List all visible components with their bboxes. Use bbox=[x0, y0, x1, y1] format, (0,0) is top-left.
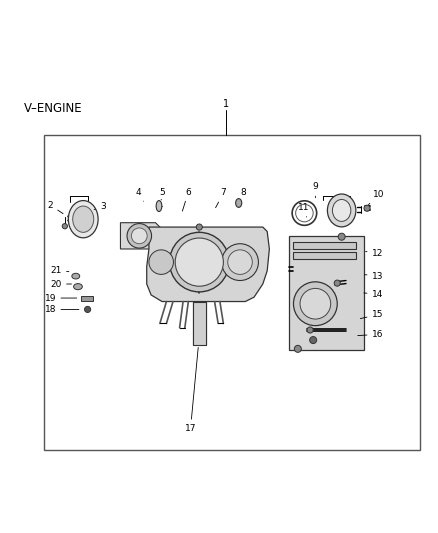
Text: 1: 1 bbox=[223, 99, 229, 109]
Text: 7: 7 bbox=[215, 189, 226, 208]
Text: 5: 5 bbox=[159, 188, 165, 200]
Circle shape bbox=[222, 244, 258, 280]
Text: 19: 19 bbox=[45, 294, 77, 303]
Text: 20: 20 bbox=[50, 279, 71, 288]
Text: 10: 10 bbox=[368, 190, 385, 205]
Text: 8: 8 bbox=[238, 189, 246, 203]
Ellipse shape bbox=[72, 273, 80, 279]
Bar bbox=[293, 253, 356, 260]
Ellipse shape bbox=[327, 194, 356, 227]
Circle shape bbox=[196, 224, 202, 230]
Text: 15: 15 bbox=[360, 310, 383, 319]
Ellipse shape bbox=[73, 206, 94, 232]
Text: 6: 6 bbox=[182, 188, 191, 211]
Ellipse shape bbox=[332, 199, 351, 221]
Circle shape bbox=[62, 223, 67, 229]
Circle shape bbox=[300, 288, 331, 319]
Text: 16: 16 bbox=[358, 330, 383, 339]
Circle shape bbox=[307, 327, 313, 333]
Circle shape bbox=[228, 250, 252, 274]
Circle shape bbox=[175, 238, 223, 286]
Text: 11: 11 bbox=[298, 203, 309, 217]
Circle shape bbox=[127, 223, 152, 248]
Text: 3: 3 bbox=[94, 203, 106, 212]
Text: 13: 13 bbox=[365, 272, 383, 281]
Ellipse shape bbox=[236, 199, 242, 207]
Text: 21: 21 bbox=[50, 266, 69, 276]
Text: 17: 17 bbox=[185, 348, 198, 433]
Text: 2: 2 bbox=[48, 201, 63, 214]
Ellipse shape bbox=[156, 200, 162, 212]
Bar bbox=[193, 302, 206, 345]
Bar bbox=[293, 242, 356, 249]
Polygon shape bbox=[147, 227, 269, 302]
Text: 12: 12 bbox=[366, 249, 383, 258]
Text: 18: 18 bbox=[45, 305, 79, 314]
Polygon shape bbox=[289, 236, 364, 350]
Ellipse shape bbox=[68, 200, 98, 238]
Circle shape bbox=[170, 232, 229, 292]
Circle shape bbox=[293, 282, 337, 326]
Circle shape bbox=[85, 306, 91, 312]
Circle shape bbox=[364, 205, 370, 211]
Text: 9: 9 bbox=[312, 182, 318, 198]
Text: 4: 4 bbox=[135, 188, 144, 201]
Circle shape bbox=[131, 228, 147, 244]
Text: V–ENGINE: V–ENGINE bbox=[24, 102, 83, 115]
Circle shape bbox=[294, 345, 301, 352]
Circle shape bbox=[334, 280, 340, 286]
Circle shape bbox=[338, 233, 345, 240]
Text: 14: 14 bbox=[364, 289, 383, 298]
Circle shape bbox=[310, 336, 317, 344]
Polygon shape bbox=[120, 223, 160, 249]
Circle shape bbox=[149, 250, 173, 274]
Bar bbox=[44, 135, 420, 450]
Ellipse shape bbox=[74, 284, 82, 290]
Bar bbox=[81, 296, 93, 301]
